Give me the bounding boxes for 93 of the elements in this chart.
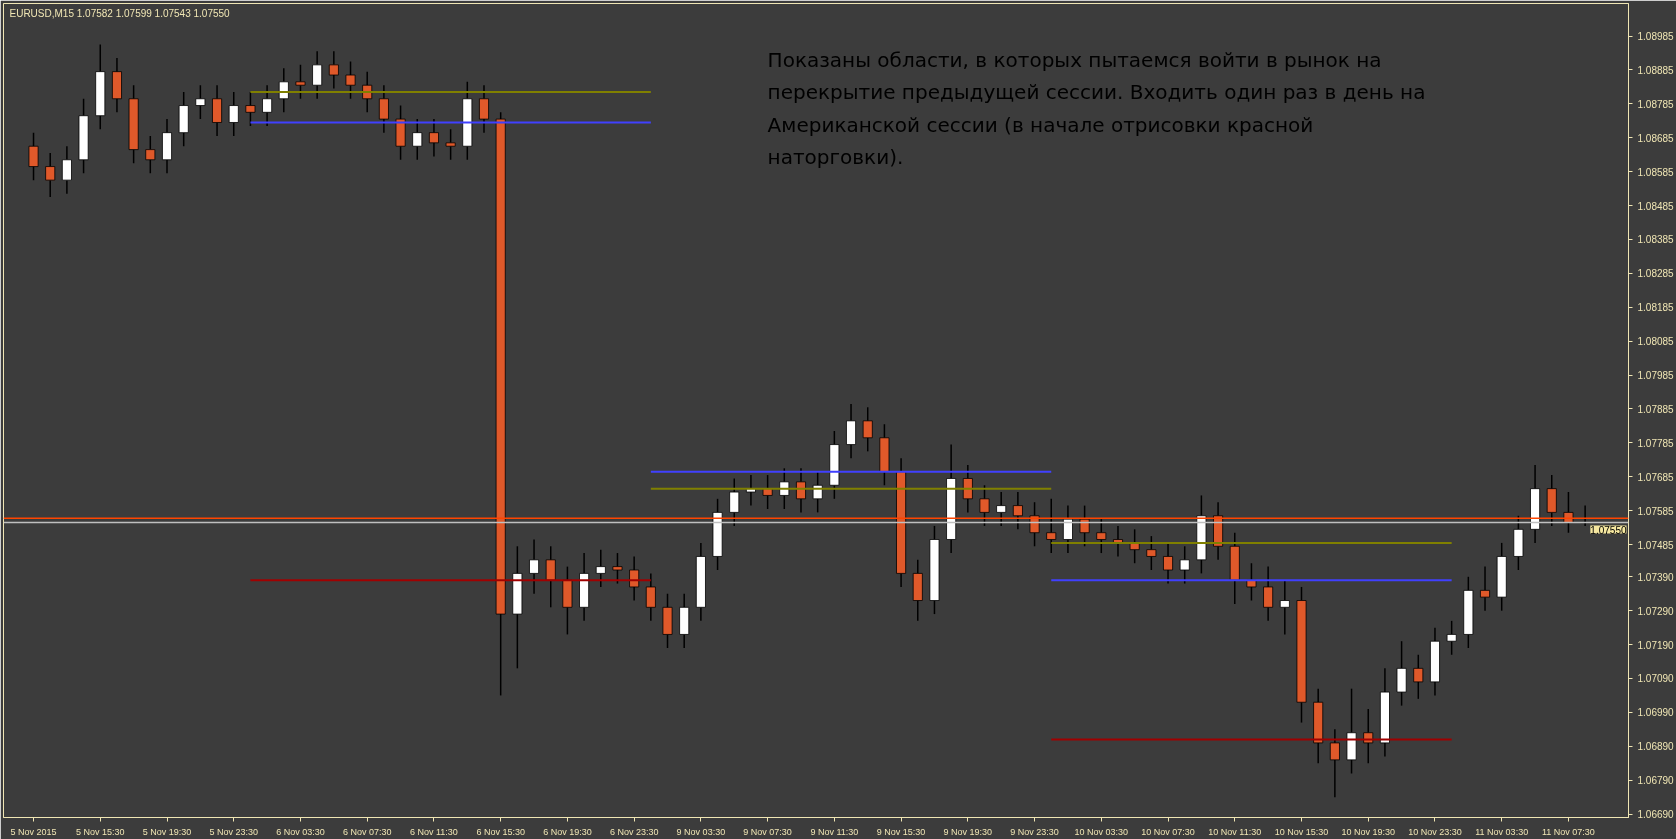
candlestick — [262, 84, 273, 127]
candlestick — [1429, 626, 1440, 697]
y-tick-label: 1.07985 — [1637, 370, 1675, 382]
candlestick — [479, 84, 489, 134]
chart-title: EURUSD,M15 1.07582 1.07599 1.07543 1.07550 — [9, 7, 231, 19]
candlestick — [1046, 498, 1057, 554]
y-tick-label: 1.08385 — [1637, 234, 1675, 246]
y-tick-label: 1.07585 — [1637, 505, 1675, 517]
x-tick-label: 5 Nov 19:30 — [142, 826, 192, 837]
candlestick — [1012, 491, 1023, 531]
y-tick-label: 1.08685 — [1637, 132, 1675, 144]
y-tick-label: 1.07290 — [1637, 605, 1675, 617]
candlestick — [962, 464, 973, 514]
candlestick — [846, 403, 857, 459]
annotation: Показаны области, в которых пытаемся войти в рынок на перекрытие предыдущей сессии. Входить один раз в день на Американской сессии (в начале отрисовки красной наторговки). — [767, 47, 1426, 170]
y-tick-label: 1.06790 — [1637, 775, 1675, 787]
x-tick-label: 11 Nov 07:30 — [1542, 826, 1595, 837]
candlestick — [529, 538, 540, 595]
y-tick-label: 1.07685 — [1637, 471, 1675, 483]
candlestick — [1480, 565, 1491, 612]
y-tick-label: 1.08885 — [1637, 64, 1675, 76]
candlestick — [312, 50, 323, 100]
candlestick — [1329, 728, 1340, 798]
candlestick — [512, 545, 523, 670]
x-tick-label: 5 Nov 23:30 — [209, 826, 259, 837]
x-tick-label: 10 Nov 03:30 — [1074, 826, 1129, 837]
candlestick — [428, 118, 439, 158]
candlestick — [212, 84, 223, 137]
candlestick — [45, 152, 56, 198]
y-tick-label: 1.08285 — [1637, 268, 1675, 280]
candlestick — [595, 548, 606, 588]
candlestick — [896, 457, 907, 588]
y-tick-label: 1.07485 — [1637, 539, 1675, 551]
x-tick-label: 9 Nov 03:30 — [676, 826, 726, 837]
y-tick-label: 1.08185 — [1637, 302, 1675, 314]
x-tick-label: 11 Nov 03:30 — [1475, 826, 1529, 837]
x-tick-label: 9 Nov 11:30 — [810, 826, 859, 837]
x-tick-label: 9 Nov 07:30 — [743, 826, 792, 837]
candlestick — [1379, 667, 1390, 758]
x-tick-label: 10 Nov 19:30 — [1341, 826, 1396, 837]
x-tick-label: 6 Nov 03:30 — [276, 826, 325, 837]
candlestick — [1530, 464, 1541, 544]
candlestick — [695, 542, 706, 622]
candlestick — [1279, 579, 1290, 636]
y-tick-label: 1.08485 — [1637, 200, 1675, 212]
y-tick-label: 1.08585 — [1637, 166, 1675, 178]
candlestick — [378, 84, 389, 134]
x-tick-label: 6 Nov 07:30 — [342, 826, 392, 837]
y-tick-label: 1.08785 — [1637, 98, 1675, 110]
x-tick-label: 6 Nov 23:30 — [609, 826, 659, 837]
candlestick — [162, 118, 172, 175]
candlestick — [61, 145, 72, 195]
y-tick-label: 1.06990 — [1637, 707, 1675, 719]
x-tick-label: 10 Nov 23:30 — [1408, 826, 1462, 837]
candlestick — [796, 467, 806, 514]
x-tick-label: 6 Nov 19:30 — [543, 826, 592, 837]
x-tick-label: 10 Nov 15:30 — [1274, 826, 1329, 837]
x-tick-label: 6 Nov 15:30 — [476, 826, 525, 837]
y-tick-label: 1.06890 — [1637, 741, 1675, 753]
candlestick — [1163, 542, 1174, 585]
x-tick-label: 10 Nov 11:30 — [1208, 826, 1262, 837]
candlestick — [1313, 687, 1324, 765]
x-tick-label: 9 Nov 19:30 — [943, 826, 993, 837]
x-tick-label: 9 Nov 23:30 — [1010, 826, 1059, 837]
y-tick-label: 1.06690 — [1637, 809, 1675, 821]
candlestick — [1263, 565, 1274, 622]
candlestick — [278, 67, 289, 114]
candlestick — [1062, 504, 1073, 554]
candlestick — [946, 443, 957, 554]
candlestick — [111, 57, 122, 114]
ref-line-label: 1.07550 — [1590, 524, 1627, 536]
y-tick-label: 1.07785 — [1637, 437, 1675, 449]
candlestick — [729, 477, 740, 527]
x-tick-label: 9 Nov 15:30 — [876, 826, 926, 837]
candlestick — [996, 491, 1007, 527]
candlestick — [645, 572, 656, 622]
candlestick — [579, 552, 590, 622]
y-tick-label: 1.07090 — [1637, 673, 1675, 685]
candlestick — [912, 559, 923, 622]
x-tick-label: 6 Nov 11:30 — [410, 826, 458, 837]
y-tick-label: 1.07885 — [1637, 403, 1675, 415]
candlestick — [328, 50, 339, 90]
y-tick-label: 1.08085 — [1637, 336, 1675, 348]
x-tick-label: 5 Nov 15:30 — [76, 826, 125, 837]
candlestick — [679, 592, 690, 649]
candlestick — [1546, 474, 1557, 527]
y-tick-label: 1.08985 — [1637, 31, 1675, 43]
x-tick-label: 10 Nov 07:30 — [1141, 826, 1195, 837]
candlestick — [629, 555, 640, 602]
candlestick — [1229, 531, 1240, 605]
y-tick-label: 1.07390 — [1637, 571, 1675, 583]
x-tick-label: 5 Nov 2015 — [10, 826, 57, 837]
y-tick-label: 1.07190 — [1637, 639, 1675, 651]
